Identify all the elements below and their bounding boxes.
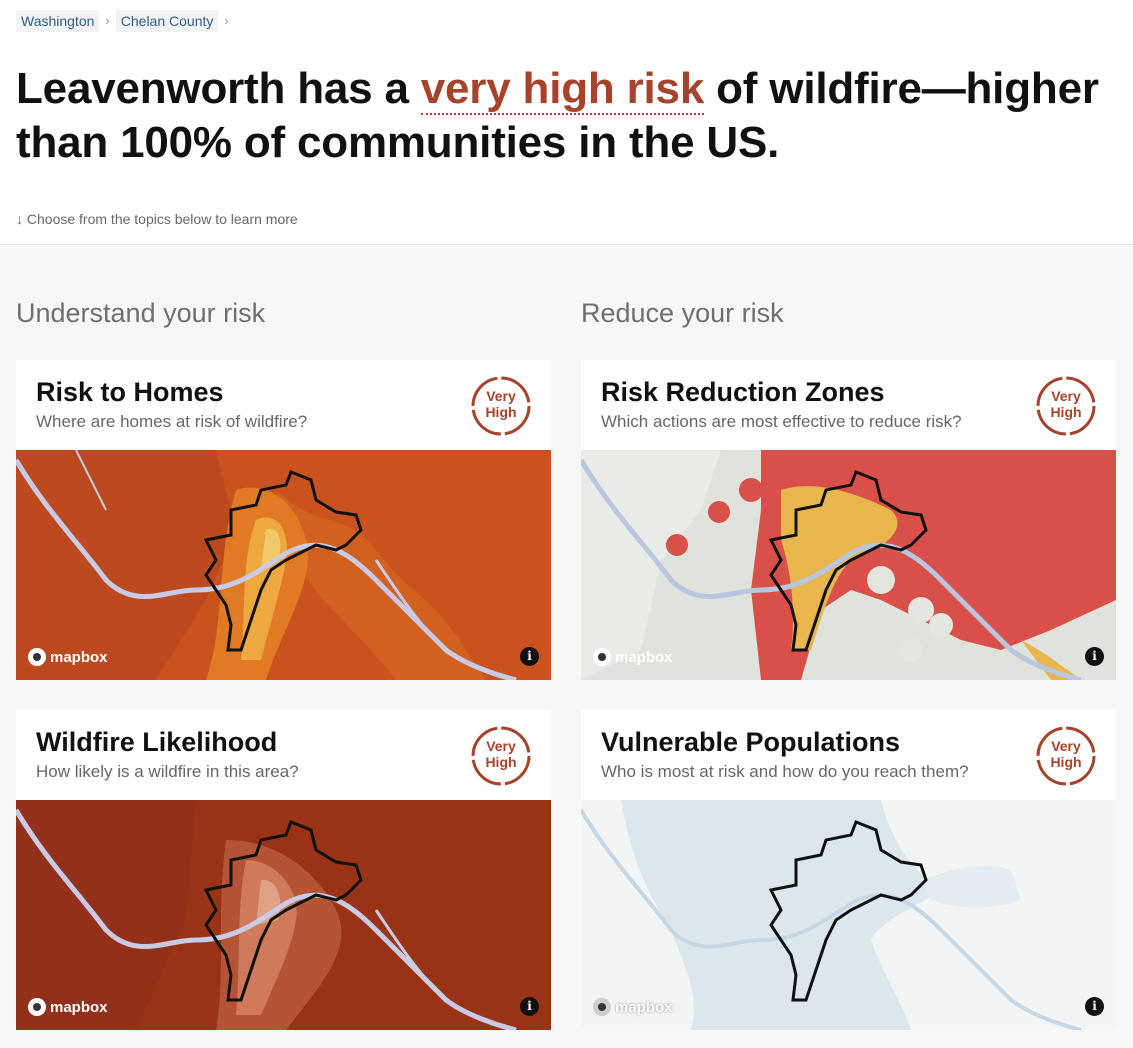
mapbox-logo-icon <box>28 648 46 666</box>
headline-suffix: of wildfire—higher than 100% of communit… <box>16 64 1099 167</box>
map-wildfire-likelihood[interactable]: mapbox i <box>16 800 551 1030</box>
badge-line-2: High <box>485 404 517 420</box>
breadcrumb-washington[interactable]: Washington <box>16 10 100 32</box>
breadcrumb: Washington › Chelan County › <box>16 10 229 32</box>
card-vulnerable-populations[interactable]: Vulnerable Populations Who is most at ri… <box>581 710 1116 1030</box>
risk-badge: Very High <box>470 375 532 437</box>
info-icon[interactable]: i <box>1085 997 1104 1016</box>
card-risk-reduction-zones[interactable]: Risk Reduction Zones Which actions are m… <box>581 360 1116 680</box>
mapbox-logo-icon <box>28 998 46 1016</box>
card-header: Vulnerable Populations Who is most at ri… <box>581 710 1116 800</box>
badge-line-2: High <box>485 754 517 770</box>
map-vulnerable-populations[interactable]: mapbox i <box>581 800 1116 1030</box>
mapbox-label: mapbox <box>50 648 108 666</box>
topics-area: Understand your risk Reduce your risk Ri… <box>0 246 1133 1048</box>
mapbox-attribution[interactable]: mapbox <box>593 998 673 1016</box>
chevron-right-icon: › <box>105 13 110 28</box>
mapbox-label: mapbox <box>615 648 673 666</box>
map-image <box>16 450 551 680</box>
card-header: Risk to Homes Where are homes at risk of… <box>16 360 551 450</box>
card-title: Risk to Homes <box>36 377 224 407</box>
badge-line-1: Very <box>1051 388 1081 404</box>
mapbox-label: mapbox <box>615 998 673 1016</box>
badge-ring-icon <box>1036 376 1096 436</box>
badge-ring-icon <box>1036 726 1096 786</box>
map-risk-to-homes[interactable]: mapbox i <box>16 450 551 680</box>
badge-label: Very High <box>1035 738 1097 770</box>
badge-line-1: Very <box>1051 738 1081 754</box>
badge-label: Very High <box>470 388 532 420</box>
card-title: Risk Reduction Zones <box>601 377 885 407</box>
mapbox-label: mapbox <box>50 998 108 1016</box>
badge-line-1: Very <box>486 738 516 754</box>
mapbox-logo-icon <box>593 998 611 1016</box>
headline-prefix: Leavenworth has a <box>16 64 421 113</box>
risk-badge: Very High <box>470 725 532 787</box>
card-wildfire-likelihood[interactable]: Wildfire Likelihood How likely is a wild… <box>16 710 551 1030</box>
risk-badge: Very High <box>1035 375 1097 437</box>
section-title-understand: Understand your risk <box>16 298 266 328</box>
risk-badge: Very High <box>1035 725 1097 787</box>
card-subtitle: How likely is a wildfire in this area? <box>36 762 299 781</box>
mapbox-attribution[interactable]: mapbox <box>593 648 673 666</box>
topics-hint: ↓ Choose from the topics below to learn … <box>16 211 298 227</box>
badge-ring-icon <box>471 376 531 436</box>
badge-ring-icon <box>471 726 531 786</box>
card-subtitle: Who is most at risk and how do you reach… <box>601 762 969 781</box>
map-image <box>581 450 1116 680</box>
info-icon[interactable]: i <box>520 647 539 666</box>
mapbox-logo-icon <box>593 648 611 666</box>
card-risk-to-homes[interactable]: Risk to Homes Where are homes at risk of… <box>16 360 551 680</box>
mapbox-attribution[interactable]: mapbox <box>28 998 108 1016</box>
badge-line-2: High <box>1050 404 1082 420</box>
risk-level-link[interactable]: very high risk <box>420 64 705 115</box>
badge-label: Very High <box>1035 388 1097 420</box>
info-icon[interactable]: i <box>520 997 539 1016</box>
card-subtitle: Where are homes at risk of wildfire? <box>36 412 308 431</box>
badge-line-1: Very <box>486 388 516 404</box>
card-title: Wildfire Likelihood <box>36 727 278 757</box>
section-title-reduce: Reduce your risk <box>581 298 784 328</box>
card-title: Vulnerable Populations <box>601 727 901 757</box>
header: Washington › Chelan County › Leavenworth… <box>0 0 1133 245</box>
info-icon[interactable]: i <box>1085 647 1104 666</box>
card-header: Wildfire Likelihood How likely is a wild… <box>16 710 551 800</box>
card-header: Risk Reduction Zones Which actions are m… <box>581 360 1116 450</box>
map-risk-reduction-zones[interactable]: mapbox i <box>581 450 1116 680</box>
badge-line-2: High <box>1050 754 1082 770</box>
chevron-right-icon: › <box>224 13 229 28</box>
badge-label: Very High <box>470 738 532 770</box>
breadcrumb-chelan-county[interactable]: Chelan County <box>115 10 219 32</box>
page-headline: Leavenworth has a very high risk of wild… <box>16 62 1116 170</box>
mapbox-attribution[interactable]: mapbox <box>28 648 108 666</box>
map-image <box>16 800 551 1030</box>
card-subtitle: Which actions are most effective to redu… <box>601 412 962 431</box>
map-image <box>581 800 1116 1030</box>
